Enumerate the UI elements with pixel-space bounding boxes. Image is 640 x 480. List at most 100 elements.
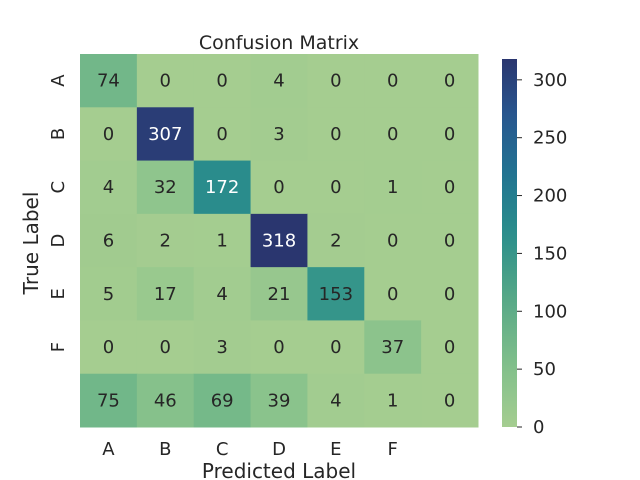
heatmap-cell bbox=[193, 267, 252, 321]
y-tick-label: D bbox=[48, 234, 69, 248]
colorbar-tick-label: 0 bbox=[533, 417, 544, 438]
cell-value-label: 1 bbox=[387, 390, 398, 411]
heatmap-cell bbox=[421, 54, 479, 108]
y-tick-label: C bbox=[48, 181, 69, 194]
cell-value-label: 0 bbox=[273, 177, 284, 198]
cell-value-label: 32 bbox=[154, 177, 177, 198]
x-tick-label: C bbox=[216, 439, 229, 460]
heatmap-cell bbox=[250, 160, 308, 215]
heatmap-cell bbox=[193, 320, 252, 375]
x-tick-label: D bbox=[272, 439, 286, 460]
heatmap-cell bbox=[193, 213, 252, 268]
cell-value-label: 4 bbox=[273, 71, 284, 92]
cell-value-label: 0 bbox=[160, 71, 171, 92]
colorbar: 0 50 100 150 200 250 300 bbox=[502, 59, 567, 438]
heatmap-cell bbox=[193, 107, 252, 162]
cell-value-label: 21 bbox=[268, 284, 291, 305]
heatmap-cell bbox=[80, 320, 138, 375]
colorbar-tick-label: 250 bbox=[533, 128, 567, 149]
heatmap-cell bbox=[307, 320, 365, 375]
cell-value-label: 0 bbox=[330, 71, 341, 92]
cell-value-label: 0 bbox=[330, 177, 341, 198]
heatmap-cell bbox=[80, 54, 138, 108]
heatmap-cell bbox=[136, 107, 195, 162]
cell-value-label: 0 bbox=[387, 71, 398, 92]
heatmap-cell bbox=[136, 267, 195, 321]
cell-value-label: 0 bbox=[444, 71, 455, 92]
cell-value-label: 4 bbox=[216, 284, 227, 305]
cell-value-label: 39 bbox=[268, 390, 291, 411]
cell-value-label: 0 bbox=[330, 337, 341, 358]
heatmap-cell bbox=[421, 320, 479, 375]
heatmap-cell bbox=[421, 160, 479, 215]
heatmap-cell bbox=[421, 267, 479, 321]
heatmap-cell bbox=[364, 373, 422, 428]
heatmap-cell bbox=[136, 213, 195, 268]
cell-value-label: 0 bbox=[444, 177, 455, 198]
cell-value-label: 153 bbox=[319, 284, 353, 305]
heatmap-cell bbox=[421, 107, 479, 162]
heatmap-cell bbox=[136, 160, 195, 215]
cell-value-label: 0 bbox=[103, 337, 114, 358]
heatmap-cell bbox=[193, 54, 252, 108]
heatmap-cell bbox=[364, 267, 422, 321]
y-tick-label: B bbox=[48, 128, 69, 140]
cell-value-label: 3 bbox=[216, 337, 227, 358]
heatmap-cell bbox=[80, 267, 138, 321]
heatmap-cell bbox=[421, 373, 479, 428]
cell-value-label: 0 bbox=[216, 71, 227, 92]
heatmap-cell bbox=[307, 54, 365, 108]
heatmap-cell bbox=[250, 267, 308, 321]
heatmap-cell bbox=[250, 107, 308, 162]
x-tick-label: E bbox=[330, 439, 341, 460]
cell-value-label: 2 bbox=[160, 231, 171, 252]
cell-value-label: 0 bbox=[273, 337, 284, 358]
x-tick-label: B bbox=[159, 439, 171, 460]
heatmap-cell bbox=[364, 213, 422, 268]
heatmap-cell bbox=[136, 54, 195, 108]
cell-value-label: 307 bbox=[148, 124, 182, 145]
heatmap-cell bbox=[364, 54, 422, 108]
heatmap-cell bbox=[250, 54, 308, 108]
cell-value-label: 0 bbox=[387, 124, 398, 145]
cell-value-label: 0 bbox=[387, 231, 398, 252]
cell-value-label: 5 bbox=[103, 284, 114, 305]
cell-value-label: 4 bbox=[103, 177, 114, 198]
cell-value-label: 0 bbox=[103, 124, 114, 145]
cell-value-label: 0 bbox=[444, 231, 455, 252]
heatmap-cell bbox=[193, 373, 252, 428]
heatmap-cell bbox=[364, 320, 422, 375]
cell-value-label: 0 bbox=[444, 124, 455, 145]
heatmap: 74 0 0 4 0 0 00 307 0 3 0 0 04 32 172 0 0 1 06 2 1 318 2 0 05 17 4… bbox=[80, 54, 479, 428]
heatmap-cell bbox=[421, 213, 479, 268]
y-axis-ticks: A B C D E F bbox=[48, 74, 69, 352]
cell-value-label: 75 bbox=[97, 390, 120, 411]
chart-title: Confusion Matrix bbox=[199, 32, 359, 54]
heatmap-cell bbox=[364, 160, 422, 215]
cell-value-label: 0 bbox=[444, 284, 455, 305]
x-tick-label: F bbox=[388, 439, 398, 460]
cell-value-label: 0 bbox=[330, 124, 341, 145]
y-axis-label: True Label bbox=[19, 192, 43, 296]
heatmap-cell bbox=[250, 320, 308, 375]
cell-value-label: 0 bbox=[387, 284, 398, 305]
heatmap-cell bbox=[307, 160, 365, 215]
heatmap-cell bbox=[250, 373, 308, 428]
cell-value-label: 17 bbox=[154, 284, 177, 305]
colorbar-tick-label: 50 bbox=[533, 359, 556, 380]
cell-value-label: 172 bbox=[205, 177, 239, 198]
heatmap-cell bbox=[307, 213, 365, 268]
x-tick-label: A bbox=[102, 439, 115, 460]
cell-value-label: 2 bbox=[330, 231, 341, 252]
cell-value-label: 46 bbox=[154, 390, 177, 411]
heatmap-cell bbox=[307, 267, 365, 321]
heatmap-cell bbox=[80, 107, 138, 162]
colorbar-tick-label: 100 bbox=[533, 301, 567, 322]
cell-value-label: 1 bbox=[216, 231, 227, 252]
cell-value-label: 3 bbox=[273, 124, 284, 145]
y-tick-label: E bbox=[48, 288, 69, 299]
y-tick-label: F bbox=[48, 342, 69, 352]
cell-value-label: 318 bbox=[262, 231, 296, 252]
cell-value-label: 69 bbox=[211, 390, 234, 411]
